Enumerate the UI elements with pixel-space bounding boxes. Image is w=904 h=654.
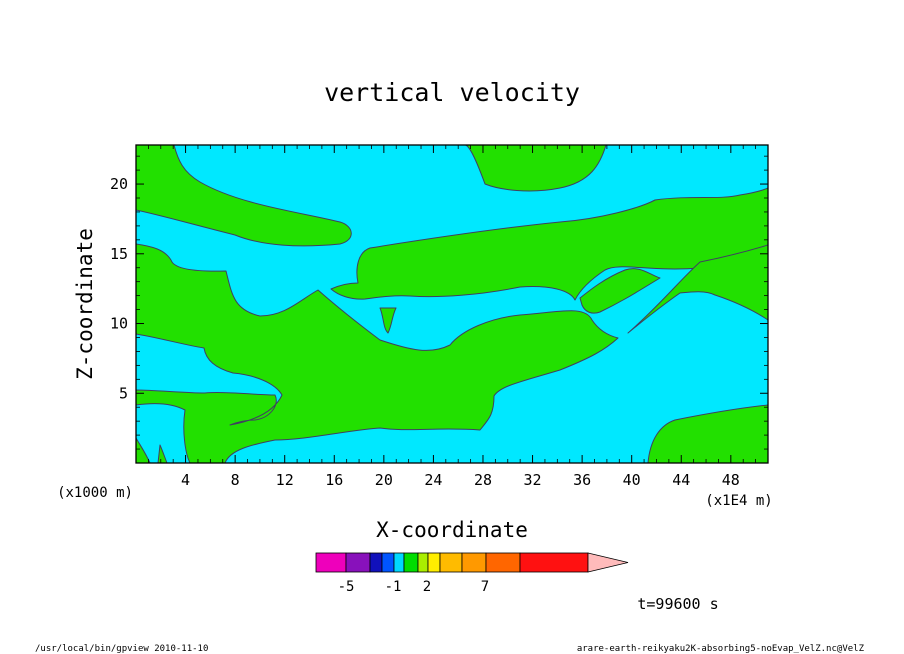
positive-region: [579, 268, 661, 314]
x-tick-label: 4: [181, 471, 190, 489]
x-tick-label: 40: [623, 471, 641, 489]
colorbar-segment: [439, 552, 463, 573]
x-tick-label: 16: [325, 471, 343, 489]
x-tick-label: 24: [424, 471, 442, 489]
colorbar-segment: [381, 552, 395, 573]
x-tick-label: 20: [375, 471, 393, 489]
plot-field: [136, 145, 768, 463]
positive-region: [439, 145, 607, 192]
x-tick-label: 8: [231, 471, 240, 489]
colorbar-label: 7: [481, 579, 489, 595]
x-tick-label: 48: [722, 471, 740, 489]
positive-region: [136, 145, 352, 247]
positive-region: [136, 243, 619, 463]
chart-title: vertical velocity: [324, 78, 580, 107]
y-tick-label: 10: [110, 315, 128, 333]
colorbar-segment: [427, 552, 441, 573]
x-tick-label: 12: [276, 471, 294, 489]
y-tick-label: 5: [119, 384, 128, 402]
positive-regions: [136, 145, 768, 463]
footer-left: /usr/local/bin/gpview 2010-11-10: [35, 644, 208, 654]
x-axis-label: X-coordinate: [376, 518, 528, 542]
plot-frame: [135, 144, 769, 464]
colorbar-segment: [519, 552, 589, 573]
colorbar-segment: [461, 552, 487, 573]
colorbar-segment: [393, 552, 405, 573]
colorbar-segment: [315, 552, 347, 573]
colorbar-label: -1: [385, 579, 402, 595]
colorbar-segment: [403, 552, 419, 573]
colorbar-label: 2: [423, 579, 431, 595]
colorbar-segment: [345, 552, 371, 573]
positive-region: [647, 404, 768, 463]
colorbar-label: -5: [338, 579, 355, 595]
positive-region: [379, 307, 397, 334]
x-tick-label: 44: [672, 471, 690, 489]
colorbar-segment: [369, 552, 383, 573]
positive-region: [136, 437, 151, 463]
x-unit-label: (x1E4 m): [705, 493, 772, 509]
y-axis-label: Z-coordinate: [73, 228, 97, 380]
y-axis: 5 10 15 20: [110, 155, 768, 450]
y-unit-label: (x1000 m): [57, 485, 133, 501]
positive-region: [627, 244, 768, 334]
x-tick-label: 36: [573, 471, 591, 489]
footer-right: arare-earth-reikyaku2K-absorbing5-noEvap…: [577, 644, 865, 654]
colorbar-segment: [485, 552, 521, 573]
positive-region: [157, 444, 168, 463]
time-label: t=99600 s: [637, 595, 718, 613]
x-axis: 4 8 12 16 20 24 28 32 36 40 44 48: [147, 145, 757, 489]
colorbar-segment: [417, 552, 429, 573]
x-tick-label: 28: [474, 471, 492, 489]
colorbar-labels: -5 -1 2 7: [338, 579, 490, 595]
colorbar: [315, 552, 629, 573]
y-tick-label: 20: [110, 175, 128, 193]
colorbar-extension: [587, 552, 629, 573]
x-tick-label: 32: [524, 471, 542, 489]
y-tick-label: 15: [110, 245, 128, 263]
